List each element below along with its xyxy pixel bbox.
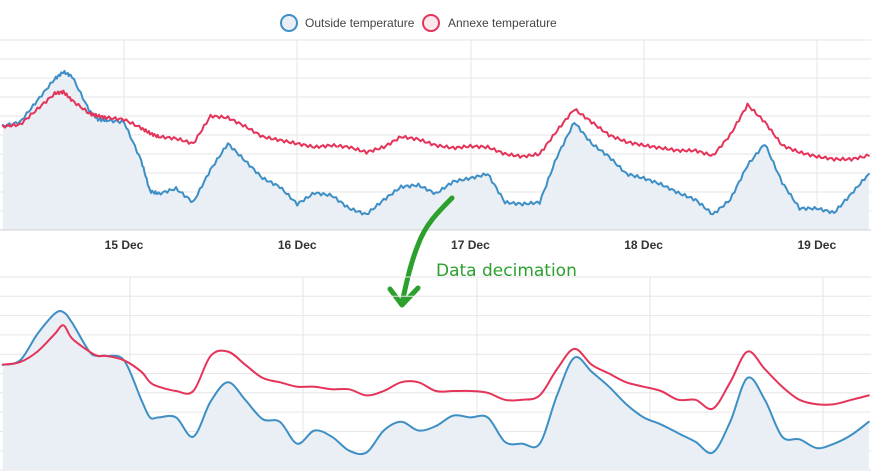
legend-marker-outside [280, 14, 298, 32]
x-tick-label: 15 Dec [105, 238, 144, 252]
legend-item-annexe[interactable]: Annexe temperature [422, 14, 557, 32]
x-tick-label: 18 Dec [624, 238, 663, 252]
x-tick-label: 16 Dec [278, 238, 317, 252]
legend-item-outside[interactable]: Outside temperature [280, 14, 415, 32]
legend-label-annexe: Annexe temperature [448, 16, 557, 30]
x-tick-label: 17 Dec [451, 238, 490, 252]
bottom-outside-area-fill [2, 311, 869, 470]
top-panel: 15 Dec 16 Dec 17 Dec 18 Dec 19 Dec [0, 39, 871, 252]
top-outside-area-fill [2, 70, 869, 231]
down-arrow-icon [399, 195, 455, 306]
top-x-tick-labels: 15 Dec 16 Dec 17 Dec 18 Dec 19 Dec [105, 238, 837, 252]
top-plot-area [1, 69, 870, 231]
top-series-annexe-line [1, 89, 870, 162]
x-tick-label: 19 Dec [797, 238, 836, 252]
legend[interactable]: Outside temperature Annexe temperature [280, 14, 557, 32]
down-arrow-head [387, 285, 421, 308]
bottom-plot-area [1, 310, 870, 470]
bottom-panel [0, 276, 871, 471]
annotation-label: Data decimation [436, 261, 577, 281]
legend-marker-annexe [422, 14, 440, 32]
top-series-outside-line [1, 69, 870, 216]
decimation-annotation: Data decimation [387, 195, 577, 308]
bottom-series-annexe-line [1, 324, 870, 411]
legend-label-outside: Outside temperature [305, 16, 415, 30]
